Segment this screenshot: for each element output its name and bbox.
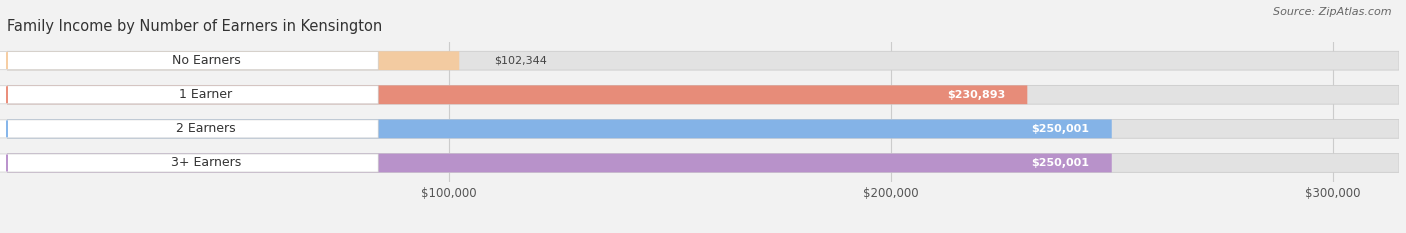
Text: $250,001: $250,001 bbox=[1032, 158, 1090, 168]
FancyBboxPatch shape bbox=[7, 120, 1112, 138]
FancyBboxPatch shape bbox=[7, 51, 460, 70]
FancyBboxPatch shape bbox=[0, 154, 378, 172]
FancyBboxPatch shape bbox=[0, 52, 378, 70]
Text: $250,001: $250,001 bbox=[1032, 124, 1090, 134]
FancyBboxPatch shape bbox=[0, 120, 378, 138]
FancyBboxPatch shape bbox=[7, 120, 1399, 138]
Text: 2 Earners: 2 Earners bbox=[176, 122, 236, 135]
Text: Family Income by Number of Earners in Kensington: Family Income by Number of Earners in Ke… bbox=[7, 19, 382, 34]
FancyBboxPatch shape bbox=[0, 86, 378, 104]
Text: 3+ Earners: 3+ Earners bbox=[170, 157, 240, 169]
FancyBboxPatch shape bbox=[7, 154, 1112, 172]
FancyBboxPatch shape bbox=[7, 86, 1028, 104]
Text: 1 Earner: 1 Earner bbox=[180, 88, 232, 101]
Text: No Earners: No Earners bbox=[172, 54, 240, 67]
Text: Source: ZipAtlas.com: Source: ZipAtlas.com bbox=[1274, 7, 1392, 17]
FancyBboxPatch shape bbox=[7, 86, 1399, 104]
FancyBboxPatch shape bbox=[7, 154, 1399, 172]
Text: $102,344: $102,344 bbox=[495, 56, 547, 66]
Text: $230,893: $230,893 bbox=[948, 90, 1005, 100]
FancyBboxPatch shape bbox=[7, 51, 1399, 70]
